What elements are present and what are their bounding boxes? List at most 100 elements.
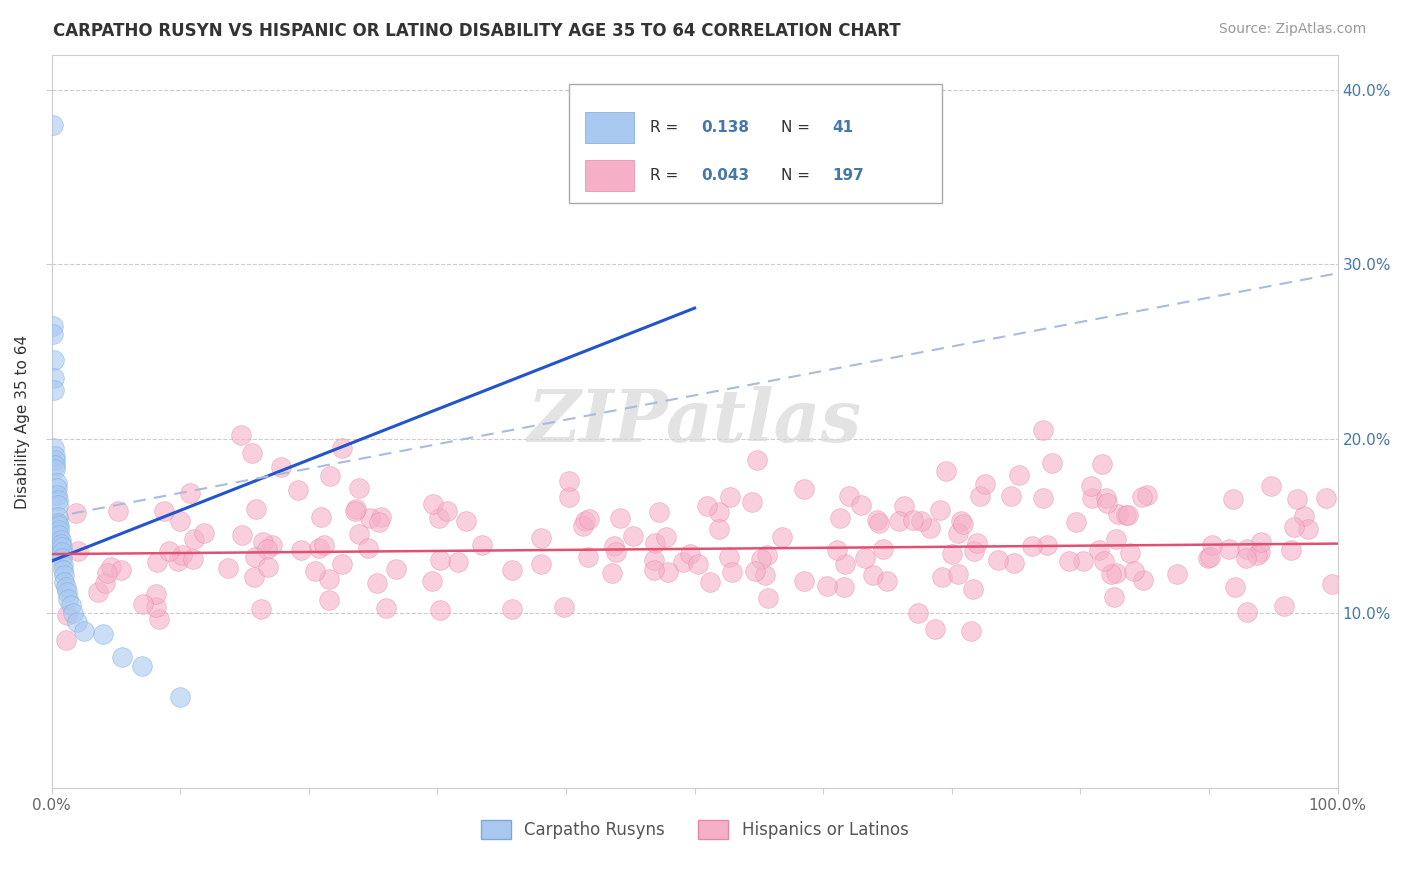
Hispanics or Latinos — [1320, 577, 1343, 591]
Text: CARPATHO RUSYN VS HISPANIC OR LATINO DISABILITY AGE 35 TO 64 CORRELATION CHART: CARPATHO RUSYN VS HISPANIC OR LATINO DIS… — [53, 22, 901, 40]
Hispanics or Latinos — [707, 522, 730, 536]
Hispanics or Latinos — [67, 544, 90, 558]
Text: 0.138: 0.138 — [702, 120, 749, 136]
Hispanics or Latinos — [1223, 580, 1246, 594]
Hispanics or Latinos — [454, 514, 477, 528]
Hispanics or Latinos — [1136, 488, 1159, 502]
Hispanics or Latinos — [110, 563, 132, 577]
Hispanics or Latinos — [422, 498, 444, 512]
Hispanics or Latinos — [170, 549, 193, 563]
Hispanics or Latinos — [318, 469, 340, 483]
Hispanics or Latinos — [245, 502, 267, 516]
Carpatho Rusyns — [52, 563, 75, 577]
Carpatho Rusyns — [48, 519, 70, 533]
Hispanics or Latinos — [893, 499, 915, 513]
Hispanics or Latinos — [621, 529, 644, 543]
Hispanics or Latinos — [679, 547, 702, 561]
Hispanics or Latinos — [1071, 554, 1094, 568]
Carpatho Rusyns — [44, 453, 66, 467]
Hispanics or Latinos — [1099, 567, 1122, 582]
Hispanics or Latinos — [889, 514, 911, 528]
Hispanics or Latinos — [252, 534, 274, 549]
Hispanics or Latinos — [671, 555, 693, 569]
Hispanics or Latinos — [910, 514, 932, 528]
Hispanics or Latinos — [1132, 573, 1154, 587]
Carpatho Rusyns — [59, 598, 82, 612]
Hispanics or Latinos — [243, 570, 266, 584]
Hispanics or Latinos — [1166, 566, 1188, 581]
Hispanics or Latinos — [308, 541, 330, 555]
Hispanics or Latinos — [55, 607, 77, 622]
Text: 197: 197 — [832, 168, 863, 183]
Hispanics or Latinos — [1282, 520, 1305, 534]
Hispanics or Latinos — [851, 498, 873, 512]
FancyBboxPatch shape — [568, 85, 942, 203]
Hispanics or Latinos — [1249, 545, 1271, 559]
Hispanics or Latinos — [501, 563, 523, 577]
Hispanics or Latinos — [385, 561, 408, 575]
Hispanics or Latinos — [756, 548, 779, 562]
Carpatho Rusyns — [49, 533, 72, 548]
Hispanics or Latinos — [924, 622, 946, 636]
Carpatho Rusyns — [49, 536, 72, 550]
Hispanics or Latinos — [447, 555, 470, 569]
Hispanics or Latinos — [1040, 456, 1063, 470]
Hispanics or Latinos — [1234, 551, 1257, 566]
Hispanics or Latinos — [367, 515, 389, 529]
Carpatho Rusyns — [131, 658, 153, 673]
Hispanics or Latinos — [1201, 538, 1223, 552]
Hispanics or Latinos — [330, 557, 353, 571]
Hispanics or Latinos — [55, 632, 77, 647]
Y-axis label: Disability Age 35 to 64: Disability Age 35 to 64 — [15, 334, 30, 508]
Carpatho Rusyns — [48, 528, 70, 542]
Hispanics or Latinos — [644, 536, 666, 550]
Hispanics or Latinos — [1296, 522, 1319, 536]
Carpatho Rusyns — [111, 650, 134, 665]
Hispanics or Latinos — [868, 516, 890, 530]
Carpatho Rusyns — [169, 690, 191, 705]
Hispanics or Latinos — [962, 582, 984, 596]
Hispanics or Latinos — [749, 551, 772, 566]
Hispanics or Latinos — [745, 453, 768, 467]
Hispanics or Latinos — [229, 428, 252, 442]
Carpatho Rusyns — [44, 458, 66, 472]
Hispanics or Latinos — [65, 507, 87, 521]
Carpatho Rusyns — [44, 450, 66, 464]
Carpatho Rusyns — [45, 475, 67, 490]
Hispanics or Latinos — [1002, 556, 1025, 570]
Carpatho Rusyns — [42, 327, 65, 342]
Hispanics or Latinos — [1286, 491, 1309, 506]
Carpatho Rusyns — [42, 383, 65, 397]
Hispanics or Latinos — [374, 601, 396, 615]
Hispanics or Latinos — [357, 541, 380, 555]
Carpatho Rusyns — [73, 624, 96, 638]
Hispanics or Latinos — [707, 505, 730, 519]
Hispanics or Latinos — [530, 531, 553, 545]
Hispanics or Latinos — [145, 600, 167, 615]
Hispanics or Latinos — [148, 612, 170, 626]
Hispanics or Latinos — [231, 528, 253, 542]
Hispanics or Latinos — [571, 518, 593, 533]
Hispanics or Latinos — [87, 584, 110, 599]
Hispanics or Latinos — [181, 551, 204, 566]
Carpatho Rusyns — [46, 510, 69, 524]
Hispanics or Latinos — [1091, 457, 1114, 471]
Hispanics or Latinos — [578, 512, 600, 526]
Hispanics or Latinos — [946, 567, 969, 582]
Hispanics or Latinos — [290, 543, 312, 558]
Hispanics or Latinos — [1000, 489, 1022, 503]
Hispanics or Latinos — [183, 532, 205, 546]
Text: 0.043: 0.043 — [702, 168, 749, 183]
Carpatho Rusyns — [51, 540, 73, 554]
Hispanics or Latinos — [530, 557, 553, 571]
Carpatho Rusyns — [58, 592, 80, 607]
Hispanics or Latinos — [862, 568, 884, 582]
Hispanics or Latinos — [643, 563, 665, 577]
Hispanics or Latinos — [770, 530, 793, 544]
Hispanics or Latinos — [1008, 468, 1031, 483]
Legend: Carpatho Rusyns, Hispanics or Latinos: Carpatho Rusyns, Hispanics or Latinos — [474, 813, 915, 846]
Hispanics or Latinos — [558, 490, 581, 504]
Hispanics or Latinos — [1105, 566, 1128, 580]
Hispanics or Latinos — [574, 515, 596, 529]
Carpatho Rusyns — [55, 580, 77, 594]
